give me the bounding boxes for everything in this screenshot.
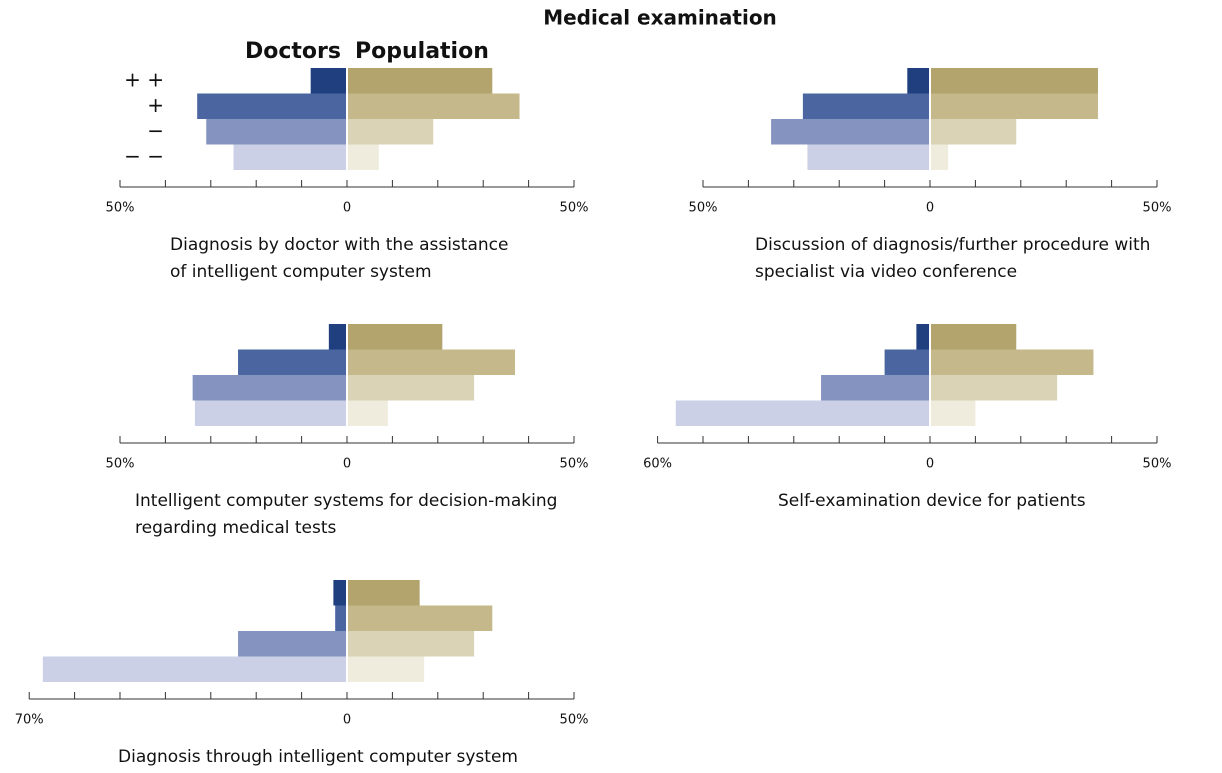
bar [931, 349, 1094, 375]
bar [192, 375, 346, 401]
bar [238, 631, 346, 657]
x-tick-label: 50% [560, 457, 589, 472]
bar [348, 656, 425, 682]
bar [931, 375, 1058, 401]
bar [348, 68, 493, 94]
x-tick-label: 50% [1143, 457, 1172, 472]
category-label: − − [124, 144, 164, 168]
caption: Diagnosis through intelligent computer s… [118, 747, 518, 767]
category-label: − [147, 118, 164, 142]
bar [348, 119, 434, 145]
bar [348, 580, 420, 606]
bar [206, 119, 346, 145]
caption: Intelligent computer systems for decisio… [135, 491, 557, 511]
x-tick-label: 50% [106, 457, 135, 472]
legend-label: Population [355, 39, 489, 64]
x-tick-label: 50% [560, 201, 589, 216]
caption: Self-examination device for patients [778, 491, 1086, 511]
bar [931, 400, 976, 426]
bar [931, 68, 1098, 94]
bar [821, 375, 929, 401]
bar [328, 324, 346, 350]
bar [348, 144, 379, 170]
bar [333, 580, 346, 606]
bar [771, 119, 929, 145]
caption: specialist via video conference [755, 262, 1017, 282]
bar [42, 656, 346, 682]
x-tick-label: 60% [643, 457, 672, 472]
bar [348, 93, 520, 119]
x-tick-label: 50% [1143, 201, 1172, 216]
bar [238, 349, 346, 375]
bar [197, 93, 346, 119]
bar [807, 144, 929, 170]
bar [335, 605, 346, 631]
x-tick-label: 50% [106, 201, 135, 216]
bar [931, 119, 1017, 145]
bar [675, 400, 929, 426]
bar [931, 144, 949, 170]
bar [907, 68, 929, 94]
bar [194, 400, 346, 426]
bar [348, 605, 493, 631]
chart-title: Medical examination [543, 6, 777, 30]
x-tick-label: 0 [343, 457, 351, 472]
caption: Diagnosis by doctor with the assistance [170, 235, 508, 255]
bar [884, 349, 929, 375]
category-label: + [147, 93, 164, 117]
caption: regarding medical tests [135, 518, 337, 538]
bar [931, 324, 1017, 350]
bar [348, 375, 475, 401]
caption: Discussion of diagnosis/further procedur… [755, 235, 1150, 255]
bar [348, 349, 515, 375]
bar [931, 93, 1098, 119]
bar [916, 324, 929, 350]
caption: of intelligent computer system [170, 262, 432, 282]
bar [233, 144, 346, 170]
bar [348, 324, 443, 350]
bar [310, 68, 346, 94]
category-label: + + [124, 67, 164, 91]
bar [348, 400, 388, 426]
x-tick-label: 0 [343, 713, 351, 728]
x-tick-label: 50% [560, 713, 589, 728]
x-tick-label: 0 [926, 201, 934, 216]
bar [348, 631, 475, 657]
legend-label: Doctors [245, 39, 341, 64]
x-tick-label: 0 [343, 201, 351, 216]
bar [802, 93, 929, 119]
x-tick-label: 50% [689, 201, 718, 216]
x-tick-label: 70% [15, 713, 44, 728]
x-tick-label: 0 [926, 457, 934, 472]
